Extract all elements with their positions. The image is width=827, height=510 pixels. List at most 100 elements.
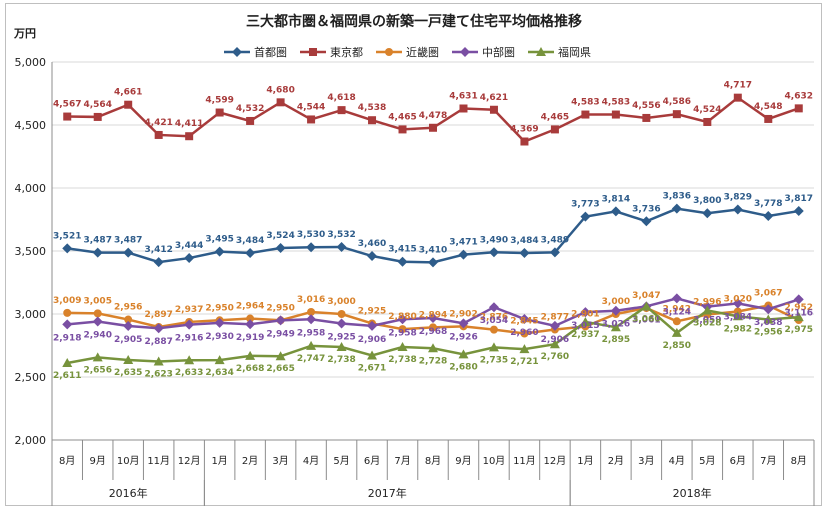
data-point-shape (488, 302, 499, 313)
legend-item: 中部圏 (452, 45, 515, 59)
x-tick-label: 6月 (364, 455, 380, 467)
data-point-shape (397, 314, 408, 325)
x-tick-label: 2月 (608, 455, 624, 467)
data-label: 3,817 (785, 194, 813, 204)
data-label: 2,634 (205, 368, 233, 378)
data-label: 2,850 (663, 341, 691, 351)
x-tick-label: 5月 (699, 455, 715, 467)
data-label: 3,415 (388, 245, 416, 255)
data-point (671, 327, 682, 337)
data-point (580, 211, 591, 222)
data-point (184, 253, 195, 264)
data-point-shape (610, 305, 621, 316)
data-point-shape (793, 294, 804, 305)
data-label: 2,952 (785, 303, 813, 313)
data-point (307, 115, 316, 124)
data-label: 3,524 (266, 231, 294, 241)
data-label: 2,964 (236, 302, 264, 312)
data-point (123, 320, 134, 331)
data-label: 4,618 (327, 93, 355, 103)
data-label: 4,632 (785, 91, 813, 101)
data-label: 3,084 (724, 312, 752, 322)
data-point (458, 249, 469, 260)
data-point (429, 123, 437, 132)
data-label: 3,836 (663, 192, 691, 202)
data-point (306, 314, 317, 325)
data-point-shape (428, 313, 438, 324)
data-label: 2,937 (175, 305, 203, 315)
data-label: 3,487 (83, 236, 111, 246)
data-point (275, 351, 286, 361)
data-label: 3,060 (632, 314, 660, 324)
data-label: 3,059 (693, 316, 721, 326)
data-label: 3,484 (236, 236, 264, 246)
data-point (764, 114, 773, 123)
data-point (581, 110, 590, 119)
data-label: 3,532 (327, 230, 355, 240)
data-point-shape (123, 320, 134, 331)
data-label: 3,000 (327, 297, 355, 307)
data-point (92, 352, 103, 362)
data-label: 2,950 (205, 303, 233, 313)
data-label: 3,028 (693, 318, 721, 328)
data-point (214, 317, 225, 328)
data-point (488, 302, 499, 313)
x-tick-label: 12月 (544, 455, 567, 467)
data-point (520, 137, 529, 146)
data-label: 3,124 (663, 307, 691, 317)
y-tick-label: 4,000 (15, 182, 47, 195)
data-point (246, 116, 255, 125)
data-point (63, 308, 72, 317)
data-point (489, 325, 498, 334)
data-label: 3,800 (693, 196, 721, 206)
data-point (672, 317, 681, 326)
data-point-shape (580, 307, 591, 318)
data-point (245, 350, 256, 360)
data-label: 2,996 (693, 298, 721, 308)
data-label: 2,735 (480, 355, 508, 365)
data-point (520, 329, 529, 338)
data-point-shape (153, 323, 164, 334)
data-point-shape (245, 319, 256, 330)
data-point-shape (732, 298, 743, 309)
data-label: 4,524 (693, 105, 721, 115)
series-福岡県 (62, 301, 804, 368)
data-label: 4,544 (297, 102, 325, 112)
data-label: 2,982 (724, 324, 752, 334)
data-point (763, 304, 774, 315)
data-label: 2,656 (83, 365, 111, 375)
data-label: 3,067 (754, 289, 782, 299)
legend-item: 首都圏 (224, 45, 287, 59)
year-label: 2018年 (673, 486, 712, 500)
data-label: 4,478 (419, 111, 447, 121)
data-label: 4,411 (175, 119, 203, 129)
data-point (641, 216, 652, 227)
data-point (307, 307, 316, 316)
y-axis: 2,000 2,500 3,000 3,500 4,000 4,500 5,000 (15, 56, 53, 447)
data-label: 3,829 (724, 193, 752, 203)
data-label: 3,061 (632, 315, 660, 325)
data-point (671, 203, 682, 214)
data-point (549, 339, 560, 349)
data-point (793, 312, 804, 322)
x-tick-label: 7月 (394, 455, 410, 467)
data-point (458, 349, 469, 359)
data-point-shape (460, 47, 470, 57)
data-label: 2,876 (480, 313, 508, 323)
data-label: 3,460 (358, 239, 386, 249)
data-point (153, 356, 164, 366)
data-label: 2,949 (266, 329, 294, 339)
data-label: 3,444 (175, 241, 203, 251)
data-point (488, 247, 499, 258)
data-point-shape (763, 304, 774, 315)
data-label: 2,728 (419, 356, 447, 366)
data-point (62, 358, 73, 368)
data-label: 2,747 (297, 354, 325, 364)
data-point-shape (306, 314, 317, 325)
data-point (732, 298, 743, 309)
data-point-shape (519, 314, 530, 325)
data-label: 4,621 (480, 93, 508, 103)
data-point-shape (336, 318, 347, 329)
data-label: 2,738 (327, 355, 355, 365)
data-label: 3,489 (541, 235, 569, 245)
